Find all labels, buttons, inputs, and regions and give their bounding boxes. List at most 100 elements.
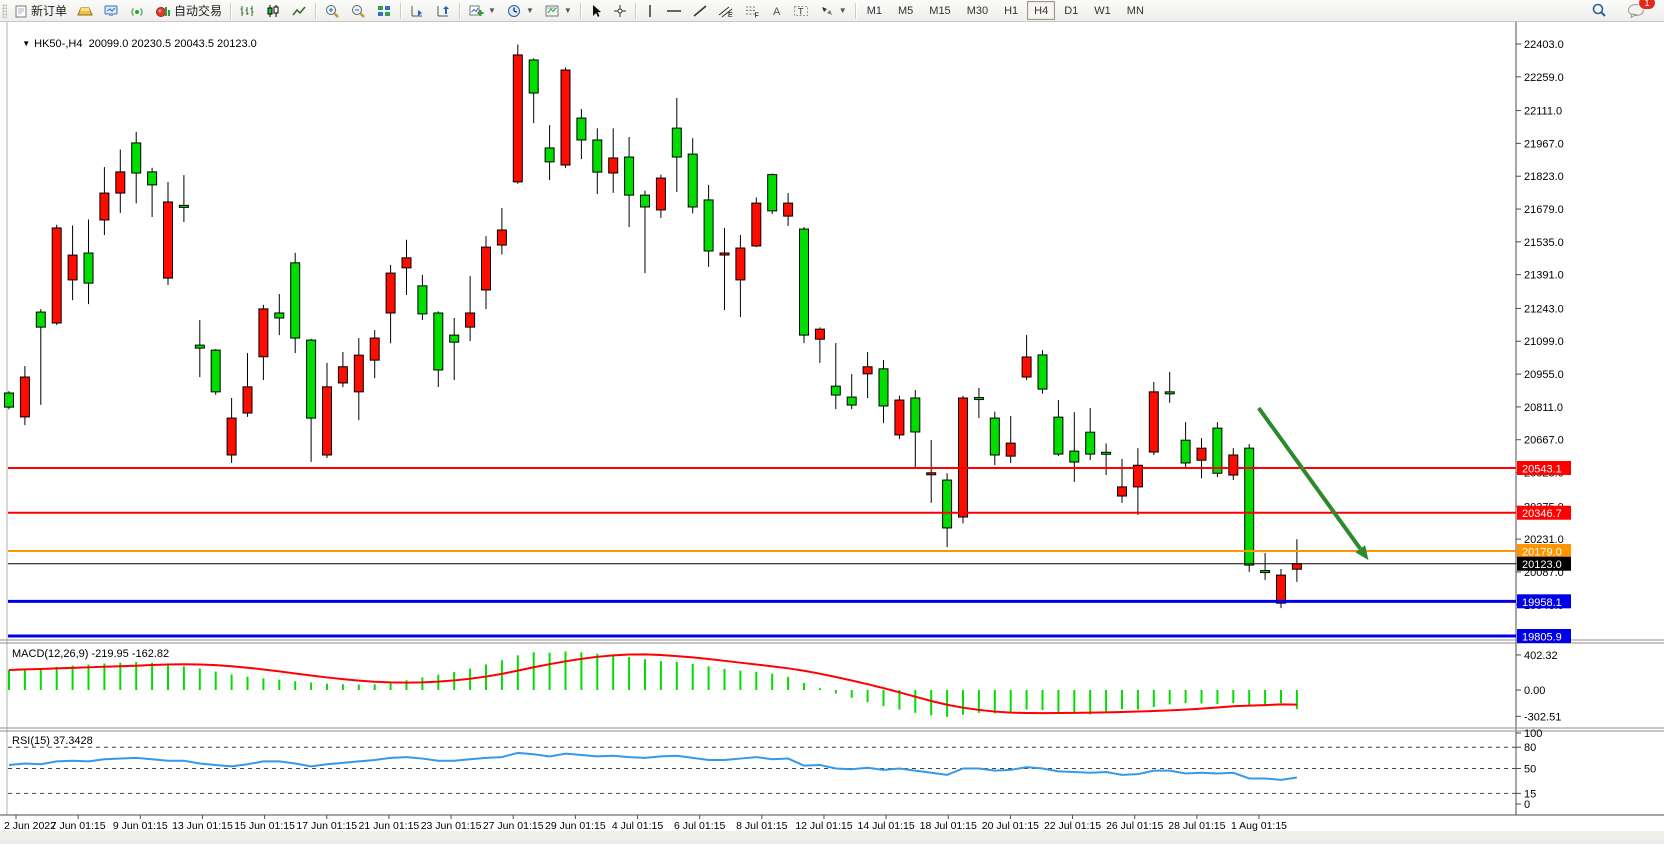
candle — [35, 311, 46, 328]
rsi-indicator-label: RSI(15) 37.3428 — [12, 735, 93, 747]
crosshair-button[interactable] — [608, 0, 632, 21]
svg-text:21 Jun 01:15: 21 Jun 01:15 — [359, 820, 420, 832]
line-chart-button[interactable] — [286, 0, 312, 21]
candle — [1260, 570, 1271, 574]
timeframe-m30[interactable]: M30 — [966, 4, 989, 17]
vertical-line-icon — [644, 4, 656, 18]
candle — [1228, 454, 1239, 476]
line-price-tag — [1517, 460, 1571, 475]
bar-chart-button[interactable] — [234, 0, 260, 21]
chart-window: 22403.0 22259.0 22111.0 21967.0 21823.0 21679… — [0, 22, 1664, 839]
svg-text:21679.0: 21679.0 — [1524, 204, 1564, 216]
hlines-layer[interactable] — [8, 466, 1516, 638]
timeframe-m5[interactable]: M5 — [898, 4, 914, 17]
candle — [592, 139, 603, 173]
candle — [1180, 439, 1191, 464]
market-watch-button[interactable] — [72, 0, 98, 21]
candle — [926, 472, 937, 476]
auto-scroll-button[interactable] — [404, 0, 430, 21]
price-axis[interactable]: 22403.0 22259.0 22111.0 21967.0 21823.0 21679… — [1516, 39, 1564, 612]
symbol-dropdown-icon[interactable]: ▼ — [22, 39, 31, 48]
candle — [369, 337, 380, 361]
fibonacci-button[interactable]: F — [739, 0, 765, 21]
tile-windows-button[interactable] — [371, 0, 397, 21]
candle — [99, 192, 110, 221]
timeframe-h4[interactable]: H4 — [1027, 1, 1056, 20]
candle — [1101, 451, 1112, 455]
toolbar-separator — [634, 2, 636, 19]
vertical-line-button[interactable] — [639, 0, 661, 21]
horizontal-line-button[interactable] — [661, 0, 687, 21]
navigator-button[interactable] — [124, 0, 150, 21]
symbol-info-bar[interactable]: ▼ HK50-,H4 20099.0 20230.5 20043.5 20123.… — [10, 26, 257, 62]
toolbar-separator — [459, 2, 461, 19]
svg-text:0: 0 — [1524, 799, 1530, 811]
search-icon — [1591, 3, 1607, 18]
timeframe-h1[interactable]: H1 — [1004, 4, 1019, 17]
chart-shift-button[interactable] — [430, 0, 456, 21]
channel-icon: E — [718, 4, 734, 18]
candle — [814, 328, 825, 340]
text-label-button[interactable]: T — [788, 0, 814, 21]
candle — [608, 157, 619, 174]
candle — [687, 153, 698, 208]
templates-button[interactable]: ▼ — [539, 0, 577, 21]
toolbar-grip[interactable] — [2, 3, 7, 18]
search-button[interactable] — [1586, 0, 1612, 21]
timeframe-d1[interactable]: D1 — [1064, 4, 1079, 17]
candle — [322, 386, 332, 456]
trendline-button[interactable] — [687, 0, 713, 21]
candle — [1069, 450, 1080, 463]
svg-text:20231.0: 20231.0 — [1524, 534, 1564, 546]
text-button[interactable]: A — [765, 0, 788, 21]
zoom-in-button[interactable] — [319, 0, 345, 21]
arrows-tool-button[interactable]: ▼ — [814, 0, 852, 21]
candle — [417, 285, 428, 315]
symbol-ohlc-values: 20099.0 20230.5 20043.5 20123.0 — [88, 38, 257, 50]
new-order-button[interactable]: 新订单 — [9, 0, 72, 21]
gold-bar-icon — [77, 4, 93, 18]
candle — [353, 354, 364, 393]
new-order-label: 新订单 — [31, 4, 68, 18]
candle — [19, 376, 30, 418]
line-chart-icon — [291, 4, 307, 18]
cursor-button[interactable] — [584, 0, 608, 21]
bar-chart-icon — [239, 4, 255, 18]
price-chart-canvas[interactable]: 22403.0 22259.0 22111.0 21967.0 21823.0 21679… — [0, 22, 1664, 839]
notifications-button[interactable]: 1 — [1622, 0, 1656, 21]
svg-text:21391.0: 21391.0 — [1524, 270, 1564, 282]
zoom-out-button[interactable] — [345, 0, 371, 21]
candle — [799, 228, 809, 336]
candle — [735, 247, 746, 281]
candle — [481, 246, 491, 291]
svg-text:20 Jul 01:15: 20 Jul 01:15 — [982, 820, 1039, 832]
candlestick-chart-button[interactable] — [260, 0, 286, 21]
arrows-tool-icon — [819, 4, 835, 18]
candle — [194, 344, 205, 349]
new-order-icon — [14, 4, 28, 18]
autotrading-icon — [155, 4, 171, 18]
autotrading-button[interactable]: 自动交易 — [150, 0, 227, 21]
equidistant-channel-button[interactable]: E — [713, 0, 739, 21]
svg-text:14 Jul 01:15: 14 Jul 01:15 — [857, 820, 914, 832]
candle — [640, 194, 650, 208]
candle — [958, 397, 968, 518]
candle — [258, 308, 269, 358]
candle — [4, 392, 14, 408]
data-window-button[interactable] — [98, 0, 124, 21]
new-chart-button[interactable]: ▼ — [463, 0, 501, 21]
svg-text:12 Jul 01:15: 12 Jul 01:15 — [795, 820, 852, 832]
periods-button[interactable]: ▼ — [501, 0, 539, 21]
timeframe-w1[interactable]: W1 — [1094, 4, 1111, 17]
candle — [894, 399, 905, 436]
timeframe-mn[interactable]: MN — [1126, 4, 1144, 17]
candle — [337, 366, 348, 384]
arrow-annotation[interactable] — [1257, 406, 1369, 561]
candle — [512, 54, 523, 183]
candle — [385, 272, 396, 314]
svg-text:20346.7: 20346.7 — [1522, 508, 1562, 520]
candle — [1276, 574, 1286, 604]
timeframe-m1[interactable]: M1 — [866, 4, 882, 17]
timeframe-m15[interactable]: M15 — [929, 4, 951, 17]
